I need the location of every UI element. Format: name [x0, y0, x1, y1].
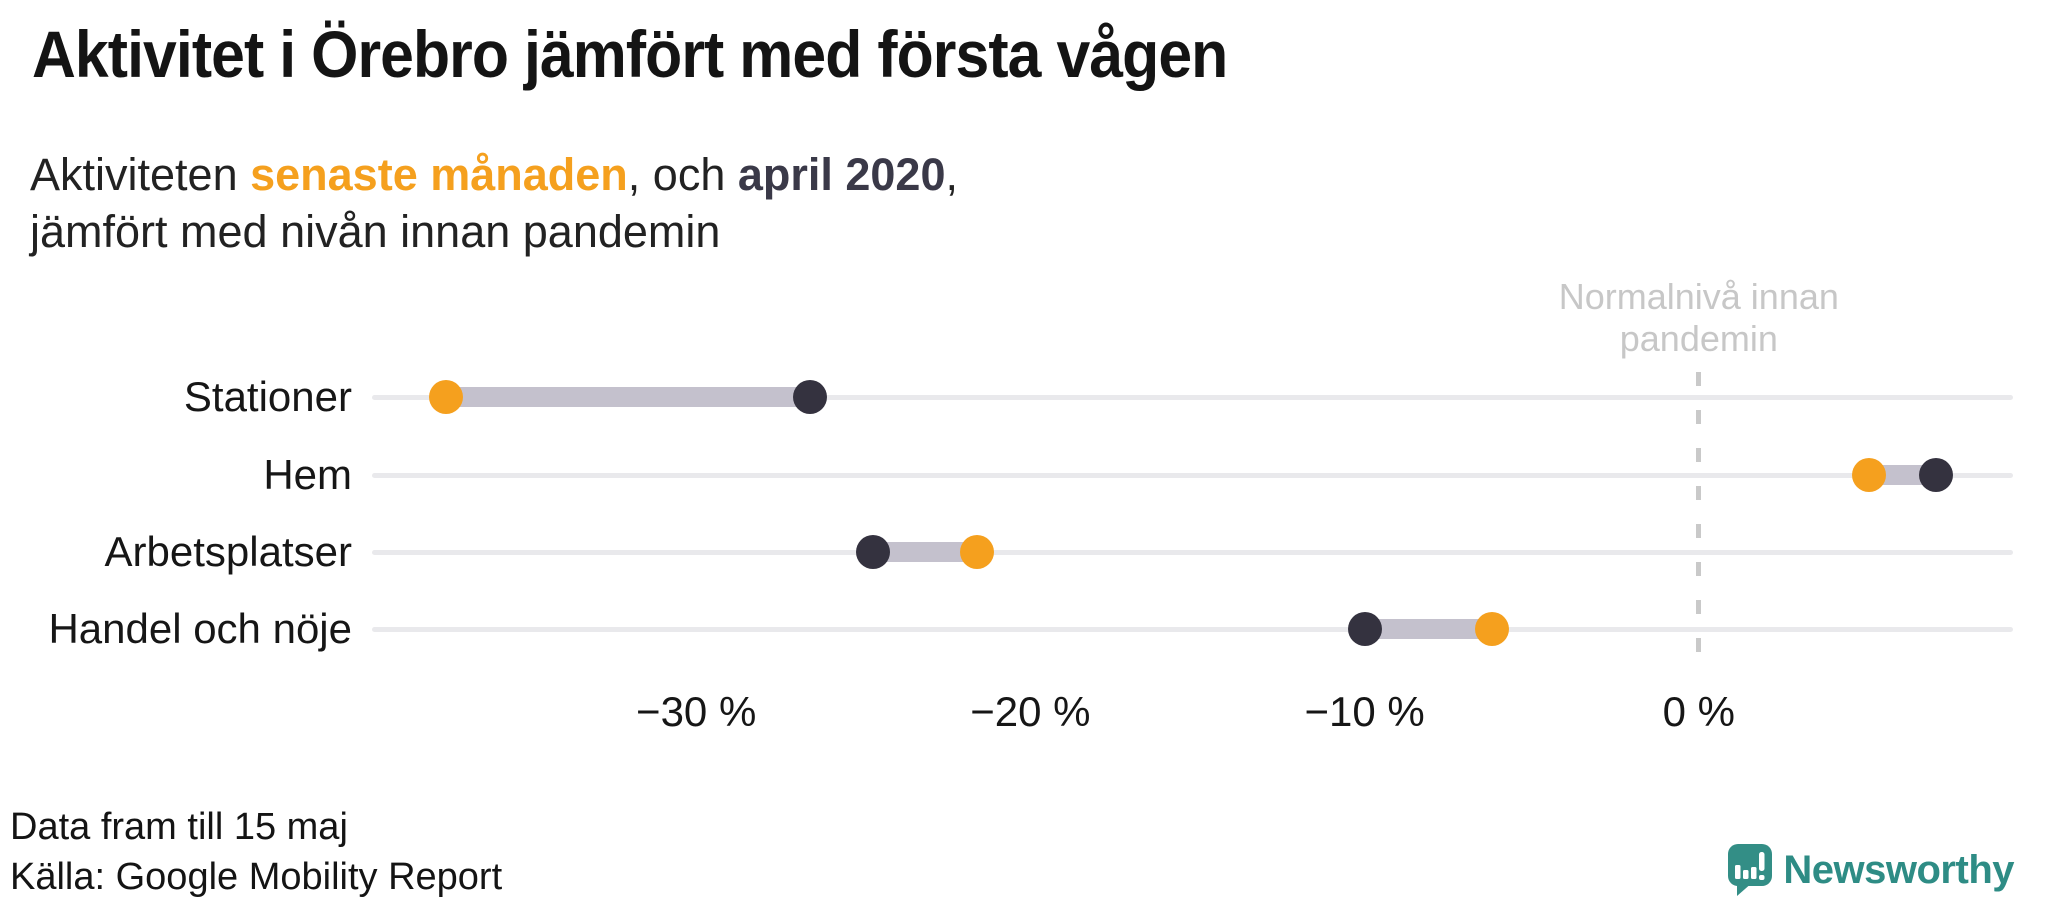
source-note: Källa: Google Mobility Report — [10, 856, 503, 898]
category-label: Arbetsplatser — [104, 528, 352, 575]
gridline — [372, 549, 2013, 555]
subtitle-part: , — [945, 149, 959, 200]
newsworthy-logo-icon — [1727, 844, 1773, 896]
chart-subtitle: Aktiviteten senaste månaden, och april 2… — [30, 146, 958, 260]
subtitle-line-1: Aktiviteten senaste månaden, och april 2… — [30, 146, 958, 203]
dumbbell-connector — [873, 542, 977, 562]
dumbbell-dot-april-2020 — [1919, 458, 1954, 492]
page-title: Aktivitet i Örebro jämfört med första vå… — [32, 17, 1228, 91]
branding: Newsworthy — [1727, 844, 2014, 896]
x-tick-label: −20 % — [970, 688, 1091, 735]
dumbbell-dot-april-2020 — [792, 380, 827, 414]
gridline — [372, 394, 2013, 400]
dumbbell-dot-recent — [428, 380, 463, 414]
dumbbell-dot-april-2020 — [856, 535, 891, 569]
data-note: Data fram till 15 maj — [10, 806, 348, 848]
reference-line — [1696, 372, 1702, 675]
dumbbell-dot-recent — [1852, 458, 1887, 492]
category-label: Handel och nöje — [48, 605, 352, 652]
dumbbell-dot-recent — [1474, 612, 1509, 646]
dumbbell-connector — [1364, 619, 1492, 639]
dumbbell-connector — [445, 387, 810, 407]
x-tick-label: 0 % — [1662, 688, 1736, 735]
subtitle-line-2: jämfört med nivån innan pandemin — [30, 206, 721, 257]
subtitle-part: april 2020 — [737, 149, 946, 200]
reference-line-label: Normalnivå innan pandemin — [1558, 276, 1839, 359]
subtitle-part: senaste månaden — [250, 149, 628, 200]
gridline — [372, 472, 2013, 478]
subtitle-part: , och — [627, 149, 738, 200]
gridline — [372, 626, 2013, 632]
dumbbell-dot-april-2020 — [1347, 612, 1382, 646]
category-label: Hem — [263, 451, 352, 498]
x-tick-label: −10 % — [1304, 688, 1425, 735]
category-label: Stationer — [183, 373, 352, 420]
subtitle-part: Aktiviteten — [30, 149, 251, 200]
x-tick-label: −30 % — [636, 688, 757, 735]
brand-name: Newsworthy — [1783, 847, 2014, 892]
dumbbell-dot-recent — [959, 535, 994, 569]
